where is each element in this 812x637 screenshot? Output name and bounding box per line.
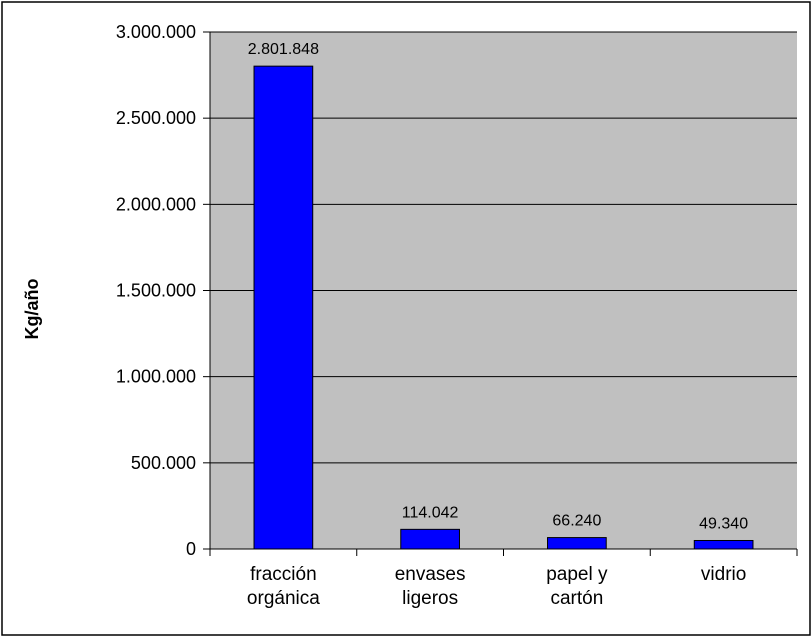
bar	[254, 66, 313, 549]
y-tick-label: 0	[186, 539, 196, 559]
y-tick-label: 1.500.000	[116, 281, 196, 301]
bar	[694, 540, 753, 549]
data-label: 66.240	[552, 513, 601, 530]
y-tick-label: 1.000.000	[116, 367, 196, 387]
bar	[401, 529, 460, 549]
category-label: vidrio	[701, 564, 746, 585]
bar	[548, 538, 607, 549]
data-label: 2.801.848	[248, 41, 319, 58]
y-tick-label: 2.500.000	[116, 108, 196, 128]
y-axis-title: Kg/año	[22, 278, 42, 339]
y-tick-label: 500.000	[131, 453, 196, 473]
y-tick-label: 3.000.000	[116, 22, 196, 42]
y-tick-label: 2.000.000	[116, 194, 196, 214]
data-label: 114.042	[402, 504, 459, 521]
data-label: 49.340	[699, 515, 748, 532]
